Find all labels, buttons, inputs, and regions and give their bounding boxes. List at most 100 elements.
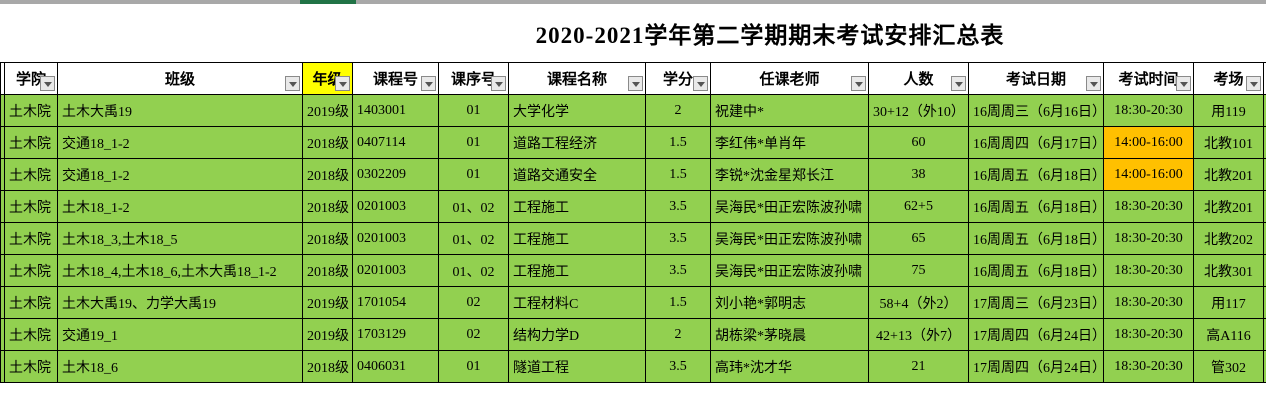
filter-button[interactable] [1246,76,1261,91]
cell-count[interactable]: 21 [868,350,969,383]
cell-teacher[interactable]: 李锐*沈金星郑长江 [710,158,869,191]
cell-class[interactable]: 交通18_1-2 [57,158,303,191]
cell-date[interactable]: 16周周五（6月18日） [968,254,1104,287]
cell-course_name[interactable]: 工程施工 [508,254,646,287]
cell-count[interactable]: 62+5 [868,190,969,223]
cell-seq_no[interactable]: 01 [438,158,509,191]
cell-count[interactable]: 65 [868,222,969,255]
cell-class[interactable]: 交通18_1-2 [57,126,303,159]
cell-course_no[interactable]: 0302209 [352,158,439,191]
cell-class[interactable]: 土木大禹19、力学大禹19 [57,286,303,319]
filter-button[interactable] [1086,76,1101,91]
cell-count[interactable]: 38 [868,158,969,191]
cell-seq_no[interactable]: 01、02 [438,254,509,287]
cell-grade[interactable]: 2019级 [302,94,353,127]
cell-time[interactable]: 18:30-20:30 [1103,254,1194,287]
cell-course_name[interactable]: 工程施工 [508,190,646,223]
column-header-date[interactable]: 考试日期 [968,62,1104,95]
cell-class[interactable]: 土木大禹19 [57,94,303,127]
cell-grade[interactable]: 2018级 [302,350,353,383]
cell-college[interactable]: 土木院 [4,158,58,191]
column-header-room[interactable]: 考场 [1193,62,1264,95]
cell-course_name[interactable]: 工程材料C [508,286,646,319]
cell-credits[interactable]: 3.5 [645,190,711,223]
cell-class[interactable]: 土木18_6 [57,350,303,383]
cell-grade[interactable]: 2018级 [302,158,353,191]
cell-seq_no[interactable]: 02 [438,318,509,351]
cell-seq_no[interactable]: 01 [438,126,509,159]
cell-credits[interactable]: 3.5 [645,350,711,383]
cell-college[interactable]: 土木院 [4,350,58,383]
filter-button[interactable] [491,76,506,91]
cell-credits[interactable]: 3.5 [645,254,711,287]
column-header-college[interactable]: 学院 [4,62,58,95]
cell-college[interactable]: 土木院 [4,94,58,127]
cell-credits[interactable]: 2 [645,318,711,351]
cell-class[interactable]: 交通19_1 [57,318,303,351]
cell-college[interactable]: 土木院 [4,318,58,351]
cell-teacher[interactable]: 祝建中* [710,94,869,127]
cell-credits[interactable]: 1.5 [645,286,711,319]
cell-room[interactable]: 北教201 [1193,190,1264,223]
cell-grade[interactable]: 2018级 [302,126,353,159]
cell-seq_no[interactable]: 01、02 [438,222,509,255]
cell-college[interactable]: 土木院 [4,126,58,159]
column-header-seq-no[interactable]: 课序号 [438,62,509,95]
cell-grade[interactable]: 2018级 [302,190,353,223]
cell-seq_no[interactable]: 02 [438,286,509,319]
cell-time[interactable]: 18:30-20:30 [1103,222,1194,255]
cell-room[interactable]: 北教201 [1193,158,1264,191]
cell-time[interactable]: 18:30-20:30 [1103,94,1194,127]
cell-count[interactable]: 42+13（外7） [868,318,969,351]
cell-time[interactable]: 18:30-20:30 [1103,350,1194,383]
cell-room[interactable]: 北教301 [1193,254,1264,287]
filter-button[interactable] [1176,76,1191,91]
cell-course_no[interactable]: 0407114 [352,126,439,159]
cell-teacher[interactable]: 吴海民*田正宏陈波孙啸 [710,222,869,255]
cell-class[interactable]: 土木18_3,土木18_5 [57,222,303,255]
cell-course_no[interactable]: 1701054 [352,286,439,319]
cell-grade[interactable]: 2019级 [302,286,353,319]
filter-button[interactable] [628,76,643,91]
cell-time[interactable]: 18:30-20:30 [1103,190,1194,223]
cell-room[interactable]: 北教101 [1193,126,1264,159]
cell-credits[interactable]: 1.5 [645,158,711,191]
cell-room[interactable]: 高A116 [1193,318,1264,351]
cell-teacher[interactable]: 吴海民*田正宏陈波孙啸 [710,254,869,287]
cell-time[interactable]: 14:00-16:00 [1103,158,1194,191]
cell-count[interactable]: 60 [868,126,969,159]
cell-course_no[interactable]: 1403001 [352,94,439,127]
cell-grade[interactable]: 2018级 [302,254,353,287]
cell-college[interactable]: 土木院 [4,222,58,255]
cell-teacher[interactable]: 高玮*沈才华 [710,350,869,383]
cell-course_no[interactable]: 0201003 [352,254,439,287]
cell-course_no[interactable]: 1703129 [352,318,439,351]
cell-count[interactable]: 75 [868,254,969,287]
cell-count[interactable]: 58+4（外2） [868,286,969,319]
filter-button[interactable] [851,76,866,91]
cell-course_no[interactable]: 0201003 [352,222,439,255]
cell-seq_no[interactable]: 01、02 [438,190,509,223]
column-header-course-no[interactable]: 课程号 [352,62,439,95]
column-header-teacher[interactable]: 任课老师 [710,62,869,95]
cell-room[interactable]: 用117 [1193,286,1264,319]
cell-date[interactable]: 17周周四（6月24日） [968,318,1104,351]
column-header-course-name[interactable]: 课程名称 [508,62,646,95]
cell-time[interactable]: 18:30-20:30 [1103,286,1194,319]
cell-grade[interactable]: 2019级 [302,318,353,351]
cell-course_no[interactable]: 0406031 [352,350,439,383]
cell-course_name[interactable]: 结构力学D [508,318,646,351]
filter-button[interactable] [335,76,350,91]
cell-course_name[interactable]: 道路工程经济 [508,126,646,159]
filter-button[interactable] [285,76,300,91]
column-header-time[interactable]: 考试时间 [1103,62,1194,95]
column-header-credits[interactable]: 学分 [645,62,711,95]
filter-button[interactable] [40,76,55,91]
cell-date[interactable]: 16周周五（6月18日） [968,222,1104,255]
cell-class[interactable]: 土木18_4,土木18_6,土木大禹18_1-2 [57,254,303,287]
cell-teacher[interactable]: 胡栋梁*茅晓晨 [710,318,869,351]
cell-date[interactable]: 16周周五（6月18日） [968,158,1104,191]
cell-teacher[interactable]: 吴海民*田正宏陈波孙啸 [710,190,869,223]
cell-credits[interactable]: 1.5 [645,126,711,159]
cell-credits[interactable]: 2 [645,94,711,127]
